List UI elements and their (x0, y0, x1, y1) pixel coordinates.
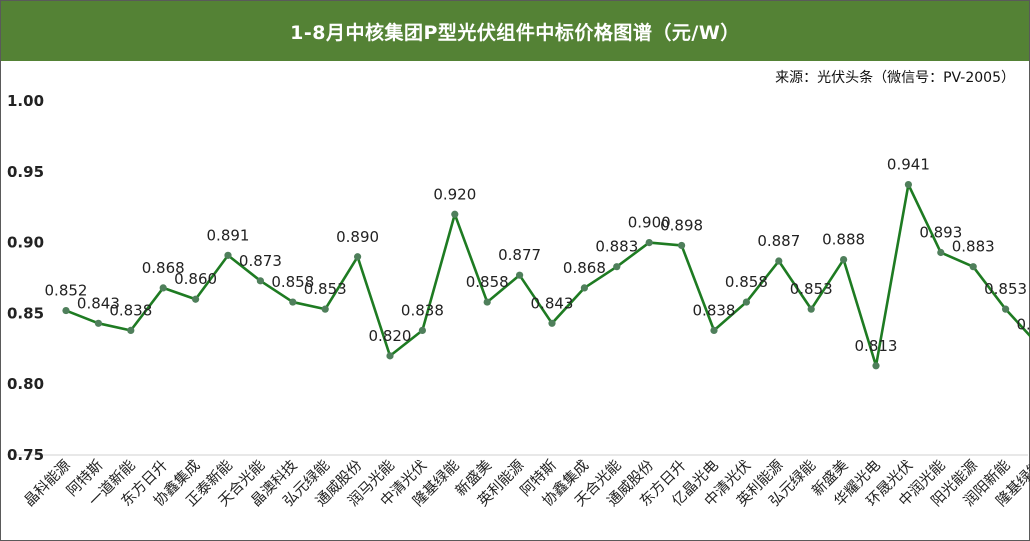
data-point (386, 352, 394, 360)
x-tick-label: 晶科能源 (21, 456, 74, 509)
data-label: 0.858 (271, 273, 314, 291)
data-point (645, 239, 653, 247)
data-label: 0.887 (757, 232, 800, 250)
data-label: 0.838 (109, 301, 152, 319)
data-point (678, 241, 686, 250)
y-tick-label: 1.00 (7, 92, 44, 110)
data-label: 0.941 (887, 156, 930, 174)
data-label: 0.838 (693, 301, 736, 319)
data-label: 0.888 (822, 231, 865, 249)
data-point (451, 210, 459, 218)
data-point (516, 271, 524, 279)
data-label: 0.853 (790, 280, 833, 298)
data-label: 0.900 (628, 214, 671, 232)
data-label: 0.828 (1017, 316, 1030, 334)
y-tick-label: 0.80 (7, 375, 44, 393)
y-tick-label: 0.95 (7, 163, 44, 181)
data-point (840, 255, 848, 264)
data-point (256, 277, 264, 285)
data-point (710, 326, 718, 334)
data-label: 0.868 (563, 259, 606, 277)
data-label: 0.853 (984, 280, 1027, 298)
data-point (94, 319, 102, 327)
data-label: 0.853 (304, 280, 347, 298)
data-point (224, 251, 232, 259)
data-label: 0.883 (952, 238, 995, 256)
data-point (969, 263, 977, 271)
source-note: 来源：光伏头条（微信号：PV-2005） (775, 70, 1015, 86)
y-tick-label: 0.90 (7, 234, 44, 252)
data-point (1002, 305, 1010, 313)
data-point (483, 298, 491, 306)
data-label: 0.883 (595, 238, 638, 256)
data-point (418, 326, 426, 334)
data-point (807, 305, 815, 313)
data-point (192, 295, 200, 303)
data-label: 0.843 (77, 294, 120, 312)
data-label: 0.858 (466, 273, 509, 291)
data-label: 0.898 (660, 216, 703, 234)
data-label: 0.873 (239, 252, 282, 270)
data-label: 0.868 (142, 259, 185, 277)
data-point (904, 180, 913, 189)
data-label: 0.813 (855, 337, 898, 355)
data-point (354, 253, 362, 261)
y-tick-label: 0.75 (7, 446, 44, 464)
data-label: 0.893 (919, 224, 962, 242)
data-label: 0.838 (401, 301, 444, 319)
data-point (159, 284, 167, 292)
data-label: 0.820 (369, 327, 412, 345)
data-point (62, 306, 70, 315)
data-point (289, 298, 297, 306)
data-point (127, 326, 135, 334)
data-label: 0.843 (531, 294, 574, 312)
data-point (775, 257, 783, 265)
data-label: 0.858 (725, 273, 768, 291)
y-tick-label: 0.85 (7, 304, 44, 322)
data-label: 0.852 (45, 282, 88, 300)
data-label: 0.877 (498, 246, 541, 264)
data-point (580, 284, 589, 292)
data-point (742, 298, 751, 306)
data-point (872, 362, 880, 370)
data-label: 0.890 (336, 228, 379, 246)
data-label: 0.891 (207, 226, 250, 244)
data-point (321, 305, 329, 313)
data-label: 0.920 (433, 185, 476, 203)
chart-title: 1-8月中核集团P型光伏组件中标价格图谱（元/W） (1, 1, 1029, 61)
data-point (937, 248, 945, 257)
data-point (548, 319, 556, 327)
data-label: 0.860 (174, 270, 217, 288)
data-point (613, 263, 621, 271)
